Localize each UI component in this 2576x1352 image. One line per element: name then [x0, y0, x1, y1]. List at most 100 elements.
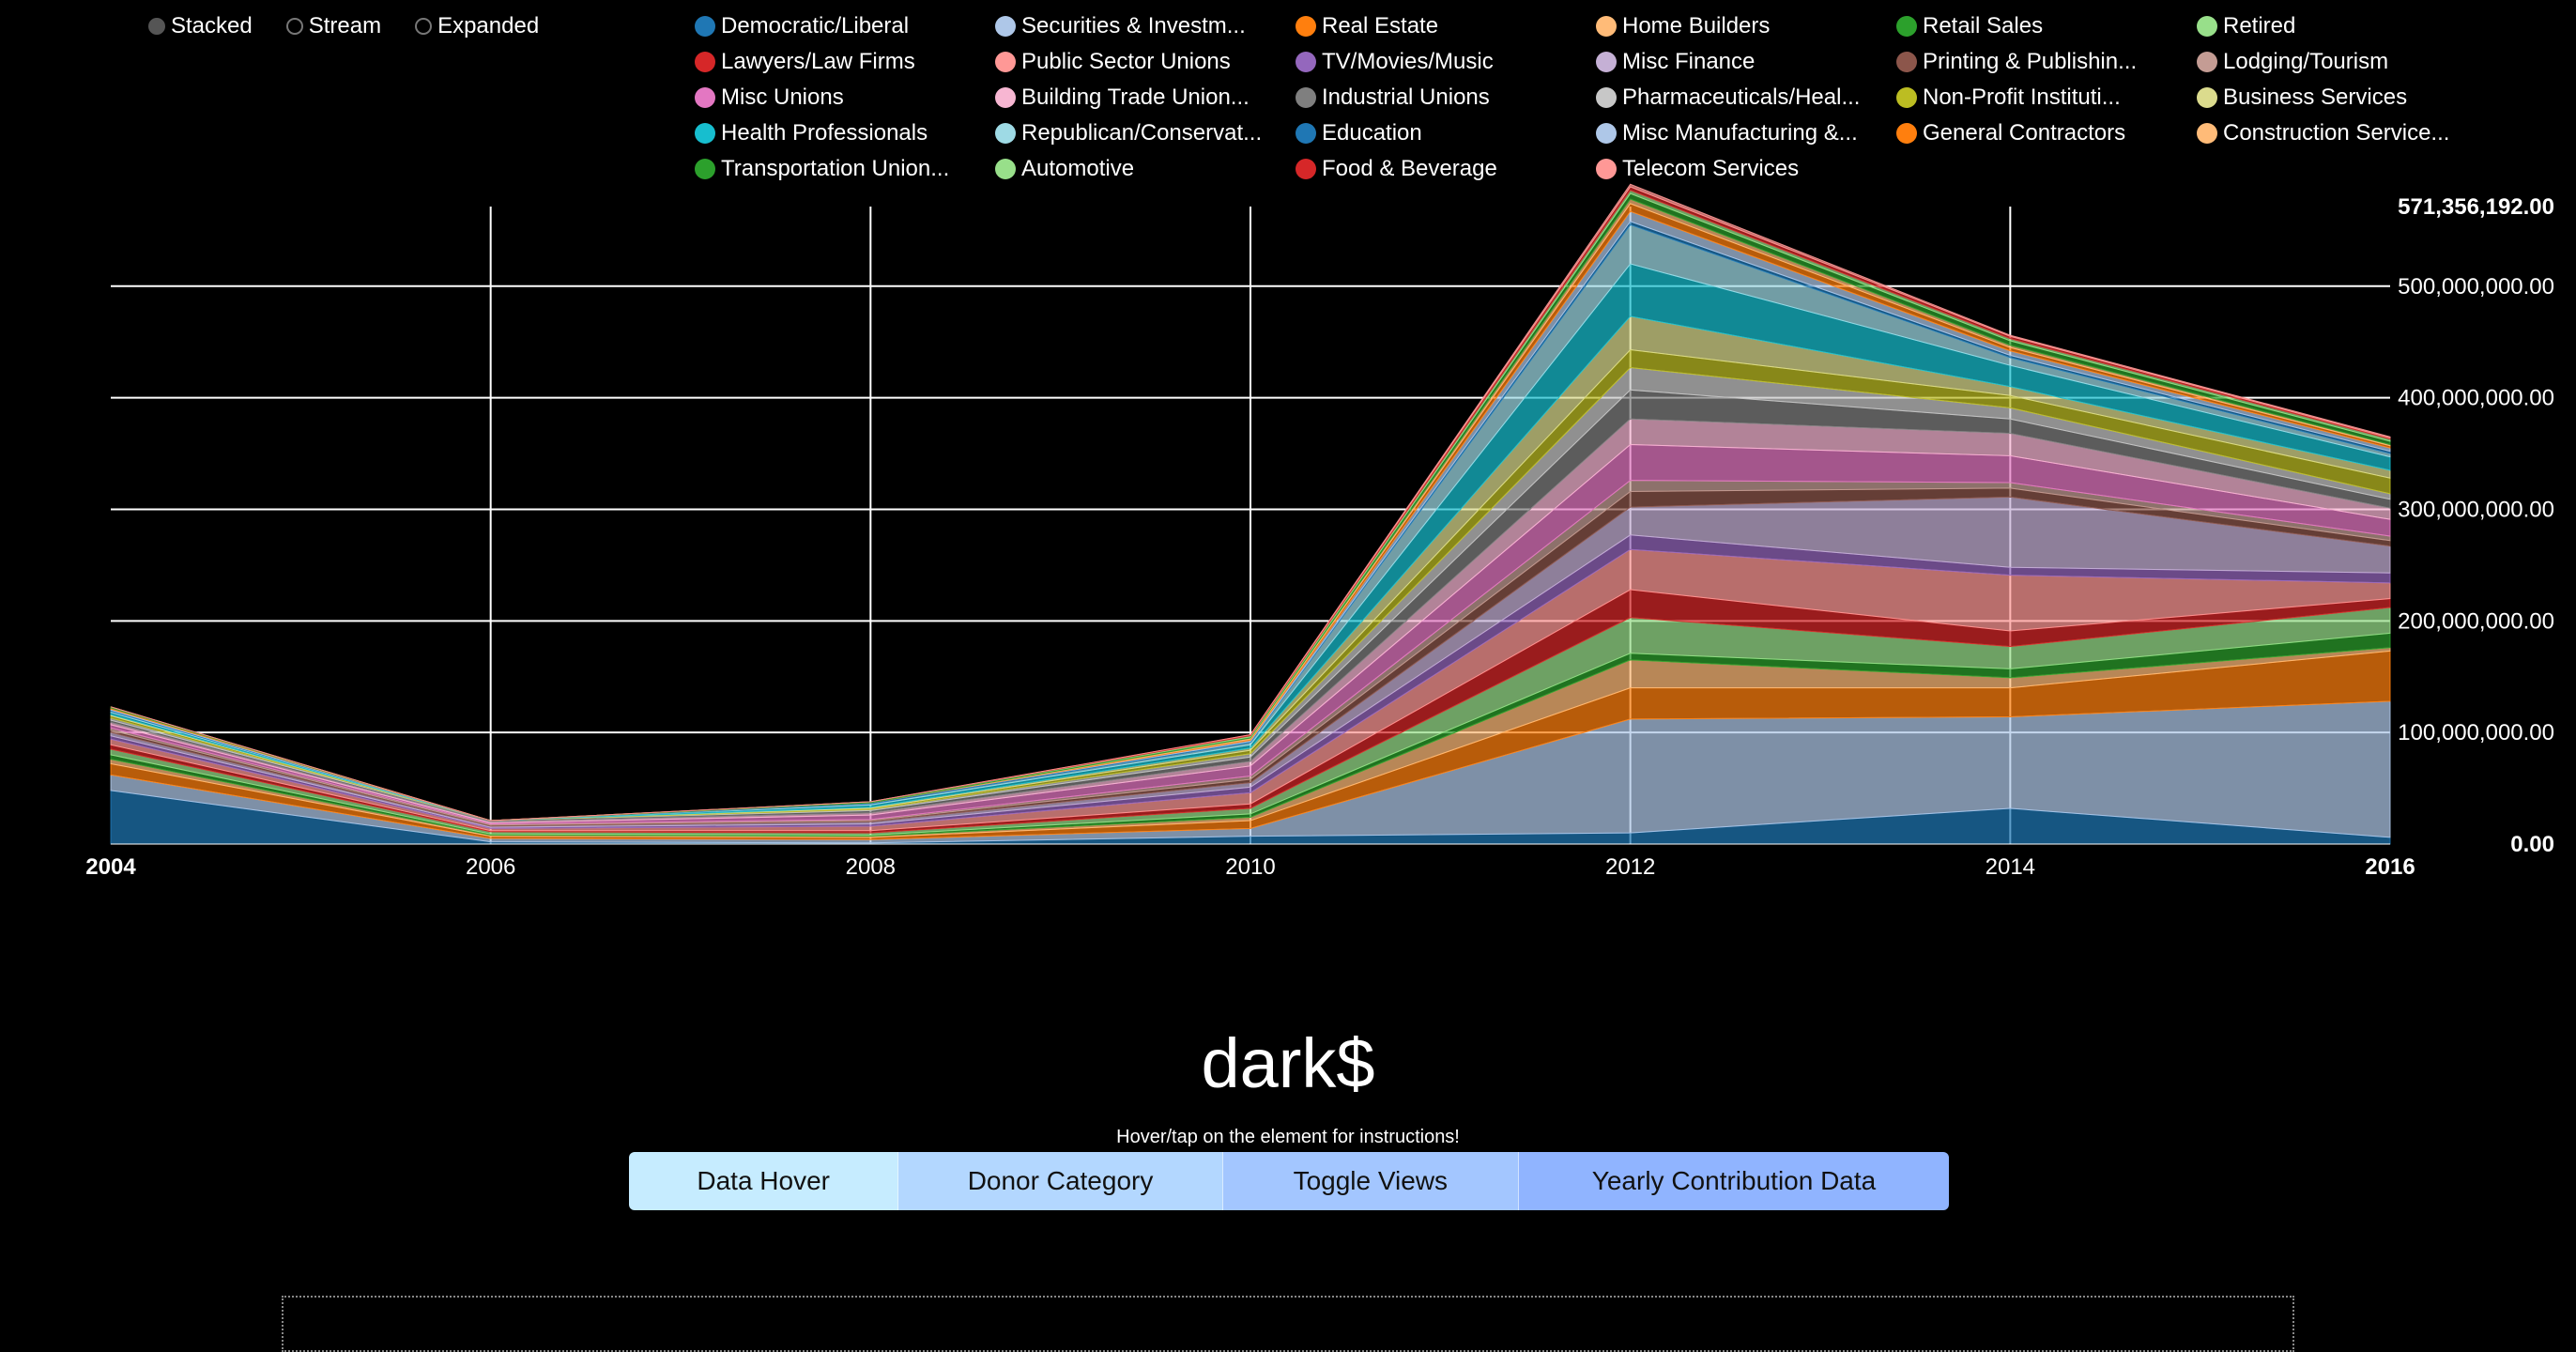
- legend-item[interactable]: Republican/Conservat...: [995, 120, 1270, 146]
- legend-label: Retail Sales: [1923, 13, 2044, 38]
- legend-swatch-icon: [1596, 159, 1617, 179]
- legend-label: Public Sector Unions: [1021, 49, 1231, 74]
- brand-title: dark$: [1201, 1024, 1375, 1102]
- legend-label: Printing & Publishin...: [1923, 49, 2138, 74]
- legend-swatch-icon: [1596, 123, 1617, 144]
- legend-label: Business Services: [2223, 84, 2408, 110]
- legend-item[interactable]: Construction Service...: [2197, 120, 2472, 146]
- legend-swatch-icon: [695, 123, 715, 144]
- category-legend: Democratic/Liberal Securities & Investm..…: [695, 13, 2449, 182]
- legend-item[interactable]: Food & Beverage: [1296, 156, 1571, 182]
- legend-item[interactable]: Building Trade Union...: [995, 84, 1270, 111]
- legend-swatch-icon: [695, 16, 715, 37]
- view-mode-controls: Stacked Stream Expanded: [148, 13, 539, 39]
- legend-item[interactable]: Public Sector Unions: [995, 49, 1270, 75]
- legend-item[interactable]: Business Services: [2197, 84, 2472, 111]
- legend-swatch-icon: [1896, 123, 1917, 144]
- x-tick-label: 2008: [846, 854, 896, 880]
- view-option-label: Expanded: [437, 13, 540, 38]
- legend-label: Home Builders: [1622, 13, 1771, 38]
- legend-item[interactable]: Misc Unions: [695, 84, 970, 111]
- y-tick-label: 500,000,000.00: [2398, 274, 2554, 300]
- tab-data-hover[interactable]: Data Hover: [629, 1152, 899, 1210]
- stacked-area-chart[interactable]: 2004 2006 2008 2010 2012 2014 2016 0.00 100,000,…: [0, 0, 2576, 901]
- legend-item[interactable]: Retail Sales: [1896, 13, 2171, 39]
- legend-swatch-icon: [1296, 16, 1316, 37]
- y-tick-label: 400,000,000.00: [2398, 386, 2554, 411]
- view-option-stream[interactable]: Stream: [285, 13, 382, 39]
- legend-label: Real Estate: [1322, 13, 1439, 38]
- x-tick-label: 2014: [1986, 854, 2035, 880]
- legend-item[interactable]: Printing & Publishin...: [1896, 49, 2171, 75]
- y-tick-label: 200,000,000.00: [2398, 608, 2554, 634]
- legend-label: Retired: [2223, 13, 2296, 38]
- radio-icon[interactable]: [415, 18, 433, 35]
- legend-swatch-icon: [695, 159, 715, 179]
- view-option-stacked[interactable]: Stacked: [148, 13, 253, 39]
- legend-swatch-icon: [2197, 52, 2217, 72]
- legend-item[interactable]: Education: [1296, 120, 1571, 146]
- tab-yearly-contribution-data[interactable]: Yearly Contribution Data: [1518, 1152, 1949, 1210]
- details-panel: [282, 1296, 2294, 1352]
- legend-item[interactable]: Securities & Investm...: [995, 13, 1270, 39]
- legend-item[interactable]: Retired: [2197, 13, 2472, 39]
- legend-item[interactable]: TV/Movies/Music: [1296, 49, 1571, 75]
- legend-item[interactable]: Automotive: [995, 156, 1270, 182]
- area-series[interactable]: [110, 183, 2391, 822]
- legend-swatch-icon: [1296, 87, 1316, 108]
- radio-icon[interactable]: [285, 18, 303, 35]
- legend-item[interactable]: Democratic/Liberal: [695, 13, 970, 39]
- legend-swatch-icon: [1596, 16, 1617, 37]
- legend-item[interactable]: Pharmaceuticals/Heal...: [1596, 84, 1871, 111]
- legend-item[interactable]: General Contractors: [1896, 120, 2171, 146]
- legend-label: Republican/Conservat...: [1021, 120, 1263, 146]
- y-tick-label: 100,000,000.00: [2398, 720, 2554, 745]
- legend-swatch-icon: [995, 52, 1016, 72]
- legend-swatch-icon: [995, 123, 1016, 144]
- y-tick-label: 571,356,192.00: [2398, 194, 2554, 220]
- info-tabs: Data Hover Donor Category Toggle Views Year…: [629, 1152, 1949, 1210]
- legend-label: Food & Beverage: [1322, 156, 1497, 181]
- legend-item[interactable]: Home Builders: [1596, 13, 1871, 39]
- legend-swatch-icon: [1296, 159, 1316, 179]
- legend-item[interactable]: Health Professionals: [695, 120, 970, 146]
- tab-toggle-views[interactable]: Toggle Views: [1222, 1152, 1519, 1210]
- legend-item[interactable]: Telecom Services: [1596, 156, 1871, 182]
- legend-swatch-icon: [695, 87, 715, 108]
- legend-swatch-icon: [1296, 123, 1316, 144]
- legend-item[interactable]: Misc Finance: [1596, 49, 1871, 75]
- tab-donor-category[interactable]: Donor Category: [898, 1152, 1223, 1210]
- legend-label: Education: [1322, 120, 1422, 146]
- legend-swatch-icon: [2197, 123, 2217, 144]
- legend-label: Telecom Services: [1622, 156, 1800, 181]
- legend-item[interactable]: Misc Manufacturing &...: [1596, 120, 1871, 146]
- view-option-expanded[interactable]: Expanded: [415, 13, 539, 39]
- legend-item[interactable]: Industrial Unions: [1296, 84, 1571, 111]
- y-tick-label: 0.00: [2510, 832, 2554, 857]
- legend-label: Transportation Union...: [721, 156, 950, 181]
- legend-swatch-icon: [695, 52, 715, 72]
- legend-label: Non-Profit Instituti...: [1923, 84, 2121, 110]
- legend-label: Lawyers/Law Firms: [721, 49, 915, 74]
- legend-swatch-icon: [995, 159, 1016, 179]
- legend-swatch-icon: [1896, 52, 1917, 72]
- legend-swatch-icon: [1296, 52, 1316, 72]
- view-option-label: Stream: [308, 13, 382, 38]
- legend-item[interactable]: Transportation Union...: [695, 156, 970, 182]
- legend-item[interactable]: Lawyers/Law Firms: [695, 49, 970, 75]
- legend-label: Misc Unions: [721, 84, 844, 110]
- legend-item[interactable]: Real Estate: [1296, 13, 1571, 39]
- legend-label: Lodging/Tourism: [2223, 49, 2389, 74]
- legend-swatch-icon: [2197, 87, 2217, 108]
- legend-item[interactable]: Non-Profit Instituti...: [1896, 84, 2171, 111]
- legend-label: Construction Service...: [2223, 120, 2450, 146]
- legend-label: Misc Finance: [1622, 49, 1756, 74]
- area-series-group: [110, 183, 2391, 845]
- legend-label: TV/Movies/Music: [1322, 49, 1494, 74]
- x-tick-label: 2010: [1225, 854, 1275, 880]
- x-tick-label: 2016: [2365, 854, 2415, 880]
- legend-item[interactable]: Lodging/Tourism: [2197, 49, 2472, 75]
- legend-swatch-icon: [995, 16, 1016, 37]
- radio-icon[interactable]: [148, 18, 165, 35]
- legend-swatch-icon: [995, 87, 1016, 108]
